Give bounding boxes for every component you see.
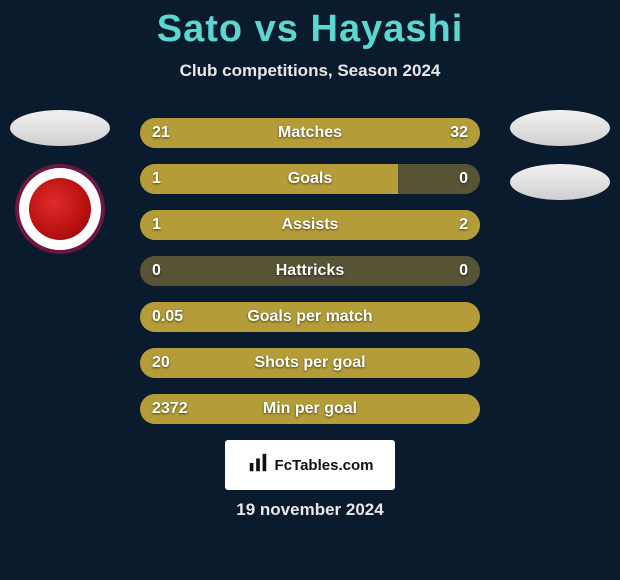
player2-club-placeholder-1 — [510, 110, 610, 146]
stat-value-right: 0 — [459, 256, 468, 286]
player2-name: Hayashi — [311, 8, 464, 50]
stat-label: Assists — [140, 210, 480, 240]
stat-row: 0.05Goals per match — [140, 302, 480, 332]
subtitle: Club competitions, Season 2024 — [0, 61, 620, 81]
date-text: 19 november 2024 — [0, 500, 620, 520]
left-column — [10, 110, 110, 254]
stat-label: Hattricks — [140, 256, 480, 286]
stat-row: 1Assists2 — [140, 210, 480, 240]
player1-club-placeholder — [10, 110, 110, 146]
stat-value-right: 0 — [459, 164, 468, 194]
stat-label: Min per goal — [140, 394, 480, 424]
player1-name: Sato — [157, 8, 243, 50]
stat-row: 2372Min per goal — [140, 394, 480, 424]
stat-bars: 21Matches321Goals01Assists20Hattricks00.… — [140, 118, 480, 440]
right-column — [510, 110, 610, 218]
player1-club-crest — [15, 164, 105, 254]
stat-label: Goals — [140, 164, 480, 194]
stat-label: Matches — [140, 118, 480, 148]
bar-chart-icon — [247, 452, 269, 478]
stat-label: Shots per goal — [140, 348, 480, 378]
stat-value-right: 2 — [459, 210, 468, 240]
comparison-title: Sato vs Hayashi — [0, 0, 620, 51]
stat-row: 21Matches32 — [140, 118, 480, 148]
stat-row: 1Goals0 — [140, 164, 480, 194]
branding-text: FcTables.com — [275, 457, 374, 474]
vs-text: vs — [255, 8, 299, 50]
stat-label: Goals per match — [140, 302, 480, 332]
player2-club-placeholder-2 — [510, 164, 610, 200]
stat-row: 0Hattricks0 — [140, 256, 480, 286]
stat-value-right: 32 — [450, 118, 468, 148]
branding-badge: FcTables.com — [225, 440, 395, 490]
stat-row: 20Shots per goal — [140, 348, 480, 378]
